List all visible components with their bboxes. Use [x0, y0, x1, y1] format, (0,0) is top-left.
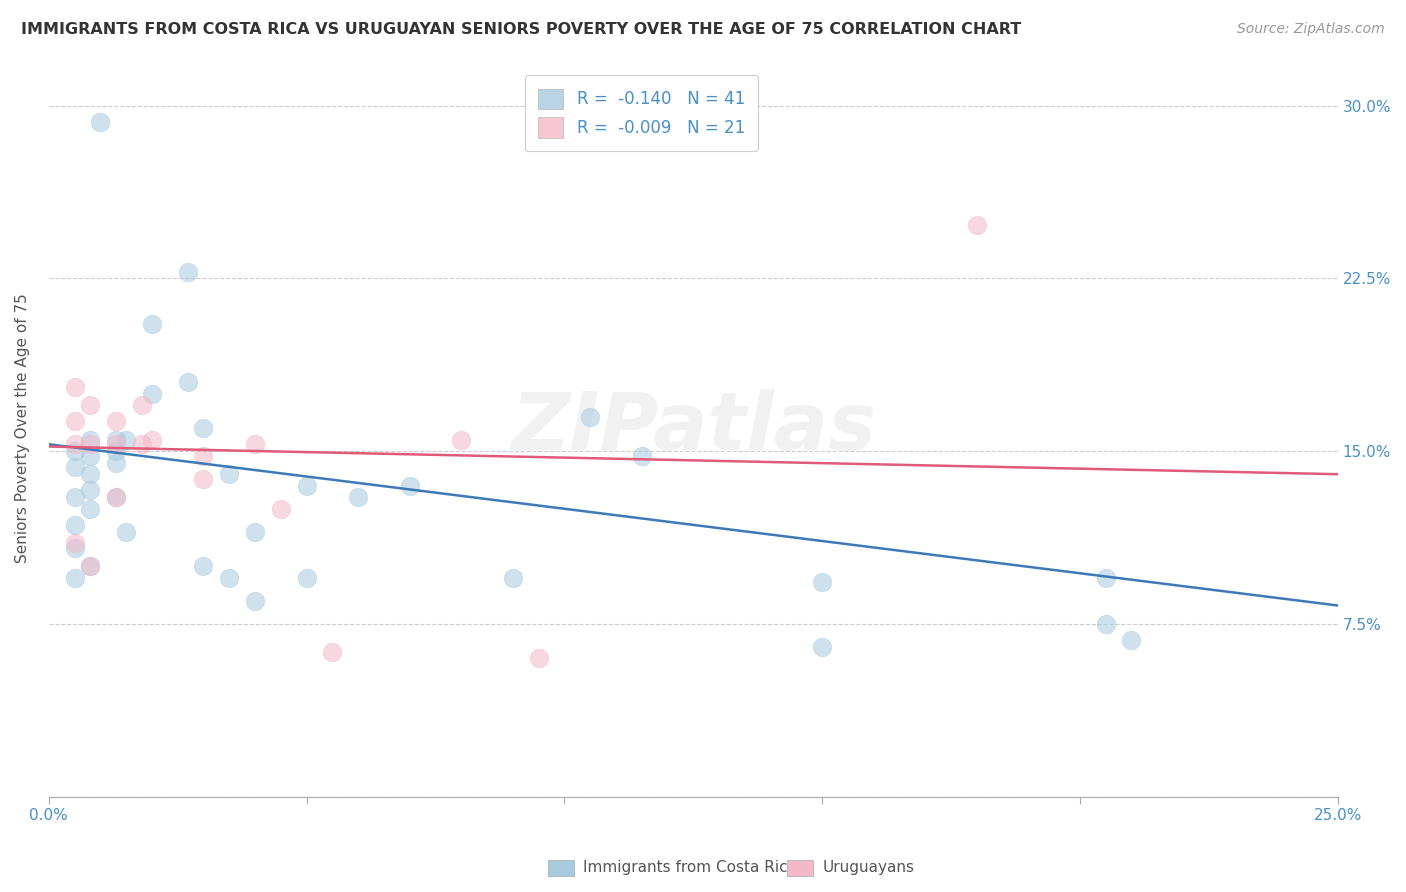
- Point: [104, 414, 127, 428]
- Point: [347, 490, 370, 504]
- Point: [79, 437, 101, 451]
- Point: [177, 264, 200, 278]
- Point: [104, 444, 127, 458]
- Point: [811, 640, 834, 654]
- Point: [104, 437, 127, 451]
- Point: [79, 449, 101, 463]
- Point: [79, 398, 101, 412]
- Point: [104, 490, 127, 504]
- Point: [104, 433, 127, 447]
- Point: [295, 571, 318, 585]
- Point: [63, 571, 86, 585]
- Point: [79, 467, 101, 482]
- Point: [218, 571, 240, 585]
- Point: [966, 219, 988, 233]
- Point: [502, 571, 524, 585]
- Point: [131, 437, 153, 451]
- Point: [115, 433, 138, 447]
- Point: [193, 421, 215, 435]
- Point: [177, 375, 200, 389]
- Point: [115, 524, 138, 539]
- Point: [1121, 633, 1143, 648]
- Point: [104, 456, 127, 470]
- Point: [193, 449, 215, 463]
- Point: [193, 472, 215, 486]
- Point: [63, 490, 86, 504]
- Point: [450, 433, 472, 447]
- Point: [270, 501, 292, 516]
- Point: [63, 517, 86, 532]
- Point: [1094, 616, 1116, 631]
- Y-axis label: Seniors Poverty Over the Age of 75: Seniors Poverty Over the Age of 75: [15, 293, 30, 563]
- Point: [243, 524, 266, 539]
- Point: [63, 444, 86, 458]
- Point: [63, 379, 86, 393]
- Point: [243, 594, 266, 608]
- Point: [141, 433, 163, 447]
- Point: [630, 449, 652, 463]
- Text: Immigrants from Costa Rica: Immigrants from Costa Rica: [583, 860, 797, 874]
- Point: [141, 318, 163, 332]
- Point: [218, 467, 240, 482]
- Text: Source: ZipAtlas.com: Source: ZipAtlas.com: [1237, 22, 1385, 37]
- Text: Uruguayans: Uruguayans: [823, 860, 914, 874]
- Point: [243, 437, 266, 451]
- Point: [321, 644, 343, 658]
- Point: [79, 501, 101, 516]
- Point: [79, 559, 101, 574]
- Point: [89, 115, 111, 129]
- Point: [63, 437, 86, 451]
- Point: [579, 409, 602, 424]
- Text: IMMIGRANTS FROM COSTA RICA VS URUGUAYAN SENIORS POVERTY OVER THE AGE OF 75 CORRE: IMMIGRANTS FROM COSTA RICA VS URUGUAYAN …: [21, 22, 1021, 37]
- Point: [63, 541, 86, 555]
- Point: [79, 433, 101, 447]
- Point: [63, 460, 86, 475]
- Text: ZIPatlas: ZIPatlas: [510, 389, 876, 467]
- Point: [193, 559, 215, 574]
- Point: [79, 483, 101, 498]
- Point: [63, 414, 86, 428]
- Point: [398, 479, 420, 493]
- Point: [63, 536, 86, 550]
- Point: [141, 386, 163, 401]
- Legend: R =  -0.140   N = 41, R =  -0.009   N = 21: R = -0.140 N = 41, R = -0.009 N = 21: [524, 75, 758, 151]
- Point: [811, 575, 834, 590]
- Point: [295, 479, 318, 493]
- Point: [104, 490, 127, 504]
- Point: [79, 559, 101, 574]
- Point: [1094, 571, 1116, 585]
- Point: [131, 398, 153, 412]
- Point: [527, 651, 550, 665]
